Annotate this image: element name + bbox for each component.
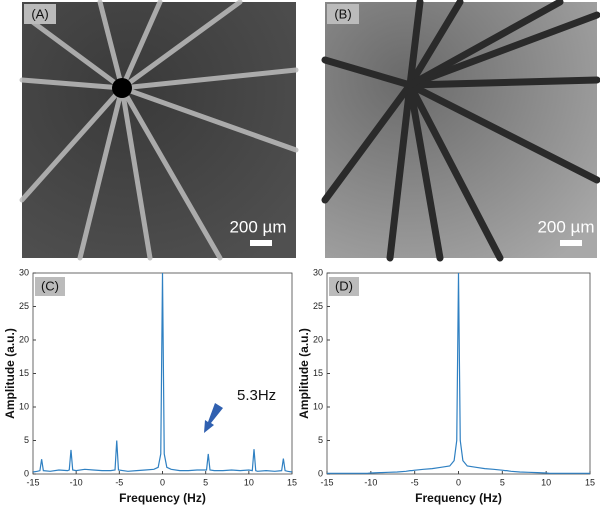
- x-tick-label: -10: [364, 477, 377, 487]
- panel-label: (D): [335, 278, 353, 293]
- scale-bar-label: 200 µm: [537, 217, 594, 236]
- y-tick-label: 15: [19, 368, 29, 378]
- y-tick-label: 20: [313, 334, 323, 344]
- y-tick-label: 0: [318, 468, 323, 478]
- x-tick-label: 5: [500, 477, 505, 487]
- y-tick-label: 25: [19, 301, 29, 311]
- x-tick-label: 10: [244, 477, 254, 487]
- y-axis-label: Amplitude (a.u.): [3, 328, 17, 419]
- y-tick-label: 25: [313, 301, 323, 311]
- x-axis-label: Frequency (Hz): [415, 491, 502, 505]
- y-tick-label: 10: [313, 401, 323, 411]
- panel-label: (A): [31, 6, 48, 21]
- x-tick-label: 15: [287, 477, 297, 487]
- x-tick-label: -10: [70, 477, 83, 487]
- x-tick-label: -5: [115, 477, 123, 487]
- spectrum-line: [327, 272, 590, 474]
- y-tick-label: 5: [318, 435, 323, 445]
- x-tick-label: 15: [585, 477, 595, 487]
- panel-label: (C): [41, 278, 59, 293]
- y-tick-label: 0: [24, 468, 29, 478]
- annotation: 5.3Hz: [237, 387, 276, 404]
- image-a: [19, 0, 299, 261]
- annotation-arrow: [204, 403, 223, 433]
- y-tick-label: 20: [19, 334, 29, 344]
- panel-label-a: (A): [24, 4, 56, 24]
- y-tick-label: 30: [313, 267, 323, 277]
- spectrum-line: [32, 272, 293, 473]
- y-tick-label: 30: [19, 267, 29, 277]
- scale-bar-label: 200 µm: [229, 217, 286, 236]
- panel-label-b: (B): [327, 4, 359, 24]
- x-tick-label: 0: [456, 477, 461, 487]
- y-tick-label: 5: [24, 435, 29, 445]
- y-tick-label: 15: [313, 368, 323, 378]
- x-tick-label: 0: [160, 477, 165, 487]
- x-tick-label: -15: [320, 477, 333, 487]
- panel-label: (B): [334, 6, 351, 21]
- y-axis-label: Amplitude (a.u.): [297, 328, 311, 419]
- image-b: [321, 0, 600, 262]
- x-tick-label: 10: [541, 477, 551, 487]
- x-tick-label: -15: [26, 477, 39, 487]
- panel-label-bg: [329, 277, 359, 296]
- panel-label-bg: [35, 277, 65, 296]
- x-tick-label: -5: [411, 477, 419, 487]
- y-tick-label: 10: [19, 401, 29, 411]
- x-axis-label: Frequency (Hz): [119, 491, 206, 505]
- x-tick-label: 5: [203, 477, 208, 487]
